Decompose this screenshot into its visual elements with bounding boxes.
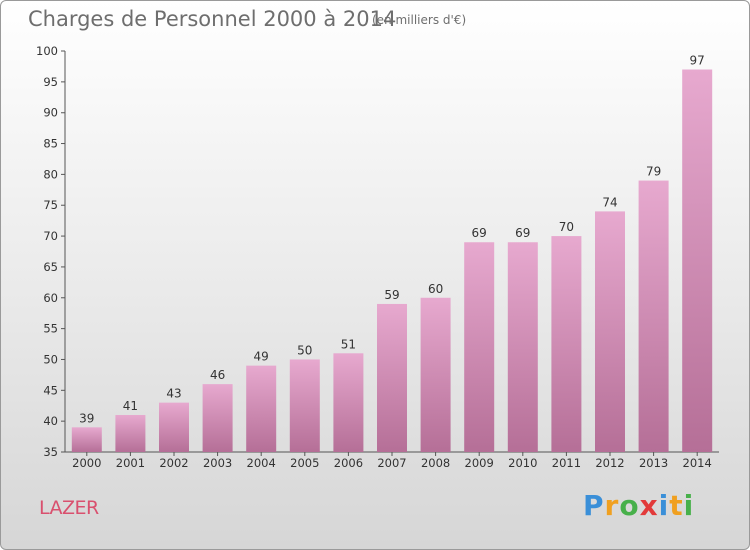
data-label-2008: 60 (428, 282, 443, 296)
y-tick-label: 90 (43, 106, 58, 120)
x-tick-label-2009: 2009 (465, 456, 494, 470)
bar-2014 (682, 69, 713, 452)
bar-2012 (595, 211, 625, 452)
x-tick-label-2012: 2012 (595, 456, 624, 470)
data-label-2012: 74 (602, 195, 617, 209)
bar-2011 (551, 236, 582, 452)
proxiti-logo: Proxiti (583, 489, 695, 522)
data-label-2014: 97 (690, 54, 705, 68)
y-tick-label: 55 (43, 322, 58, 336)
y-tick-label: 45 (43, 383, 58, 397)
y-tick-label: 40 (43, 414, 58, 428)
data-label-2013: 79 (646, 165, 661, 179)
chart-title: Charges de Personnel 2000 à 2014 (28, 7, 397, 31)
y-tick-label: 95 (43, 75, 58, 89)
bar-2008 (420, 297, 451, 452)
data-label-2000: 39 (79, 411, 94, 425)
data-label-2010: 69 (515, 226, 530, 240)
bar-2003 (202, 384, 233, 452)
bar-2010 (507, 242, 538, 452)
data-label-2003: 46 (210, 368, 225, 382)
y-tick-label: 75 (43, 198, 58, 212)
axes: 35 40 45 50 55 60 65 70 75 80 85 90 95 100 2000 2001 200… (36, 44, 719, 470)
y-tick-label: 85 (43, 137, 58, 151)
y-tick-label: 35 (43, 445, 58, 459)
x-tick-label-2006: 2006 (334, 456, 363, 470)
data-label-2005: 50 (297, 343, 312, 357)
y-tick-label: 50 (43, 352, 58, 366)
chart-subtitle: (en milliers d'€) (372, 13, 467, 27)
bar-2000 (71, 427, 102, 452)
bar-2001 (115, 414, 146, 452)
x-tick-label-2014: 2014 (683, 456, 712, 470)
x-tick-label-2002: 2002 (159, 456, 188, 470)
x-tick-label-2008: 2008 (421, 456, 450, 470)
data-label-2004: 49 (254, 350, 269, 364)
data-label-2001: 41 (123, 399, 138, 413)
y-tick-label: 70 (43, 229, 58, 243)
x-tick-label-2005: 2005 (290, 456, 319, 470)
x-tick-label-2001: 2001 (116, 456, 145, 470)
bar-2002 (159, 402, 189, 452)
data-label-2002: 43 (166, 387, 181, 401)
x-tick-label-2003: 2003 (203, 456, 232, 470)
x-tick-label-2000: 2000 (72, 456, 101, 470)
bar-2006 (333, 353, 364, 452)
x-tick-label-2013: 2013 (639, 456, 668, 470)
data-label-2006: 51 (341, 337, 356, 351)
y-tick-label: 100 (36, 44, 58, 58)
bar-2005 (289, 359, 320, 452)
y-tick-label: 60 (43, 291, 58, 305)
x-tick-label-2007: 2007 (377, 456, 406, 470)
commune-name: LAZER (39, 497, 99, 519)
bar-2007 (377, 303, 407, 452)
data-label-2009: 69 (472, 226, 487, 240)
y-tick-label: 65 (43, 260, 58, 274)
bar-2004 (246, 365, 277, 452)
bar-2013 (638, 180, 669, 453)
bars: 39 41 43 46 49 50 51 59 60 69 69 70 74 79 97 (71, 54, 713, 453)
data-label-2011: 70 (559, 220, 574, 234)
x-tick-label-2004: 2004 (247, 456, 276, 470)
bar-2009 (464, 242, 495, 452)
data-label-2007: 59 (384, 288, 399, 302)
x-tick-label-2011: 2011 (552, 456, 581, 470)
x-tick-label-2010: 2010 (508, 456, 537, 470)
y-tick-label: 80 (43, 167, 58, 181)
